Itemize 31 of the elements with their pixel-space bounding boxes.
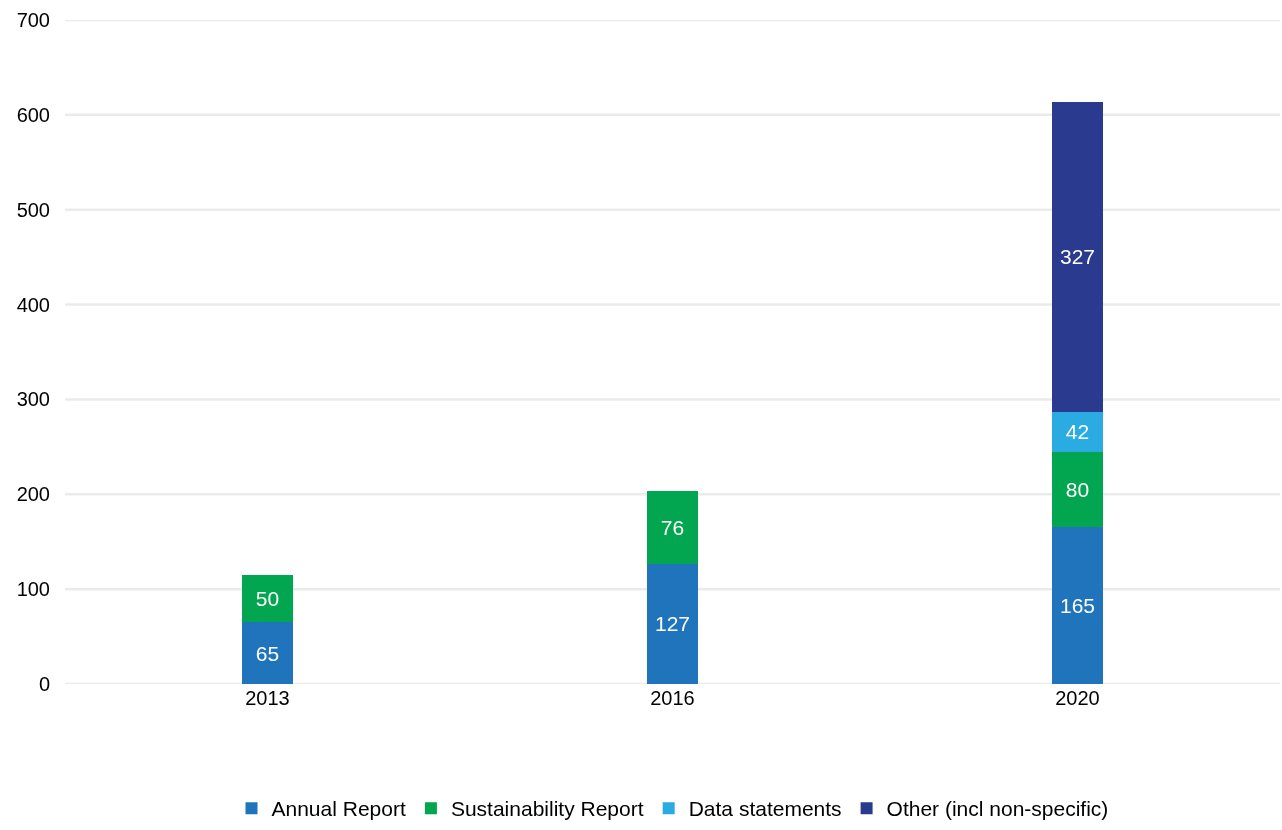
y-tick-label: 400 [16, 293, 50, 316]
y-tick-label: 600 [16, 103, 50, 126]
legend-label: Sustainability Report [450, 797, 644, 821]
bar [1052, 101, 1103, 412]
bar [1052, 411, 1103, 452]
x-tick-label: 2020 [1055, 687, 1100, 709]
bar [1052, 451, 1103, 528]
data-label: 327 [1059, 245, 1096, 269]
legend-label: Annual Report [271, 797, 406, 821]
data-label: 50 [255, 587, 280, 611]
y-tick-label: 500 [16, 198, 50, 221]
bar [647, 563, 698, 684]
y-tick-label: 700 [16, 9, 50, 31]
legend-label: Other (incl non-specific) [886, 797, 1109, 821]
legend-label: Data statements [688, 797, 842, 821]
data-label: 76 [660, 515, 685, 539]
bar [1052, 527, 1103, 684]
y-tick-label: 0 [38, 673, 50, 695]
bar [242, 622, 293, 684]
data-label: 42 [1065, 420, 1090, 444]
data-label: 80 [1065, 478, 1090, 502]
y-tick-label: 200 [16, 483, 50, 506]
data-label: 127 [654, 612, 691, 636]
data-label: 165 [1059, 594, 1096, 618]
bar [242, 574, 293, 623]
y-tick-label: 100 [16, 578, 50, 601]
bar [647, 491, 698, 564]
x-tick-label: 2013 [245, 687, 290, 709]
y-tick-label: 300 [16, 388, 50, 411]
x-tick-label: 2016 [650, 687, 695, 709]
data-label: 65 [255, 641, 280, 665]
